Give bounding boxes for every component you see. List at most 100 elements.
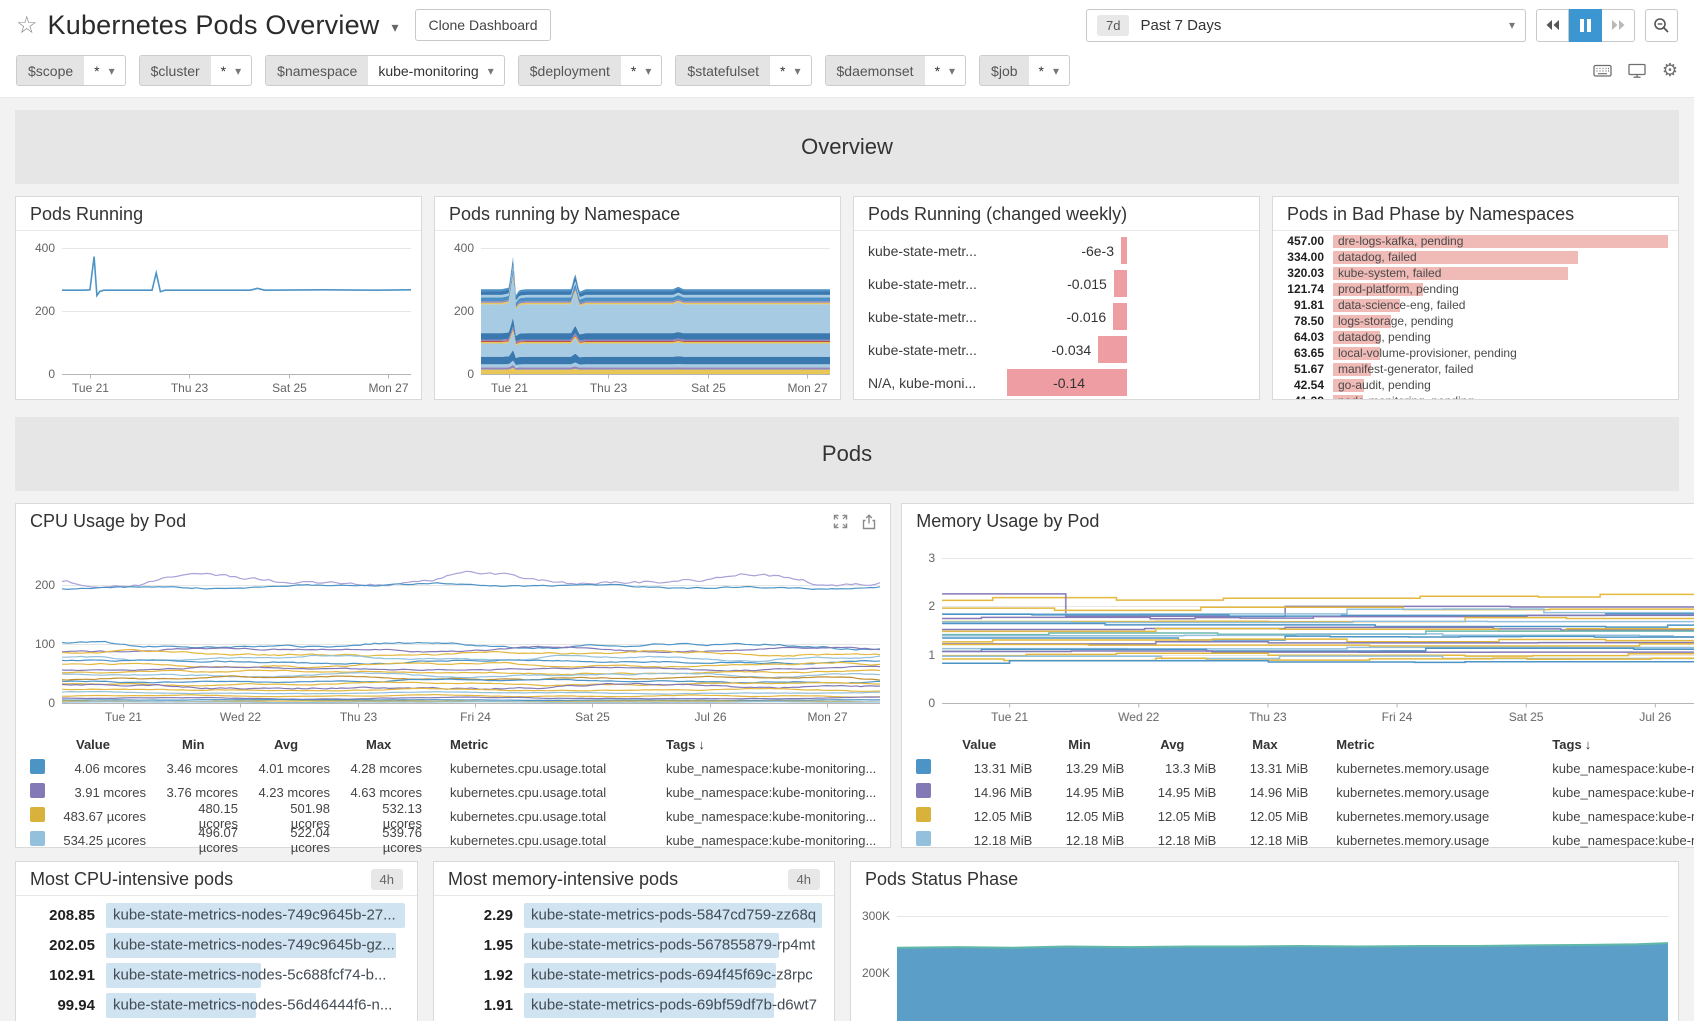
toplist-row[interactable]: kube-state-metr... -0.034 bbox=[854, 333, 1259, 366]
cell-max: 12.05 MiB bbox=[1232, 809, 1324, 824]
cell-avg: 14.95 MiB bbox=[1140, 785, 1232, 800]
series-swatch bbox=[916, 759, 931, 774]
clone-dashboard-button[interactable]: Clone Dashboard bbox=[415, 9, 552, 41]
cell-metric: kubernetes.cpu.usage.total bbox=[438, 785, 656, 800]
toplist-value: -0.015 bbox=[1067, 276, 1107, 292]
toplist-row[interactable]: 51.67manifest-generator, failed bbox=[1273, 361, 1678, 377]
favorite-star-icon[interactable]: ☆ bbox=[16, 11, 38, 40]
variable-value: * bbox=[221, 63, 226, 79]
fullscreen-button[interactable] bbox=[833, 514, 848, 530]
toplist-row[interactable]: 202.05kube-state-metrics-nodes-749c9645b… bbox=[16, 930, 417, 960]
toplist-row[interactable]: 1.95kube-state-metrics-pods-567855879-rp… bbox=[434, 930, 834, 960]
toplist-row[interactable]: 1.91kube-state-metrics-pods-69bf59df7b-d… bbox=[434, 990, 834, 1020]
cell-max: 13.31 MiB bbox=[1232, 761, 1324, 776]
table-row[interactable]: 3.91 mcores 3.76 mcores 4.23 mcores 4.63… bbox=[30, 780, 876, 804]
pod-name: kube-state-metrics-pods-694f45f69c-z8rpc bbox=[531, 967, 813, 984]
sort-desc-icon: ↓ bbox=[1585, 737, 1592, 752]
table-row[interactable]: 12.05 MiB 12.05 MiB 12.05 MiB 12.05 MiB … bbox=[916, 804, 1694, 828]
pause-button[interactable] bbox=[1569, 9, 1602, 42]
variable-job[interactable]: $job *▾ bbox=[979, 55, 1070, 86]
toplist-row[interactable]: 121.74prod-platform, pending bbox=[1273, 281, 1678, 297]
toplist-row[interactable]: 41.39node-monitoring, pending bbox=[1273, 393, 1678, 400]
pod-name: kube-state-metrics-nodes-56d46444f6-n... bbox=[113, 997, 392, 1014]
toplist-row[interactable]: 99.94kube-state-metrics-nodes-56d46444f6… bbox=[16, 990, 417, 1020]
cell-min: 496.07 µcores bbox=[162, 825, 254, 855]
variable-scope[interactable]: $scope *▾ bbox=[16, 55, 126, 86]
tv-mode-button[interactable] bbox=[1628, 63, 1646, 79]
toplist-value: 78.50 bbox=[1277, 314, 1333, 328]
toplist-row[interactable]: 2.29kube-state-metrics-pods-5847cd759-zz… bbox=[434, 900, 834, 930]
cpu-usage-chart[interactable] bbox=[16, 538, 890, 728]
toplist-label: kube-state-metr... bbox=[868, 342, 1007, 358]
time-forward-button[interactable] bbox=[1602, 9, 1635, 42]
pods-status-phase-chart[interactable] bbox=[851, 896, 1678, 1021]
variable-namespace[interactable]: $namespace kube-monitoring▾ bbox=[265, 55, 505, 86]
toplist-row[interactable]: 91.81data-science-eng, failed bbox=[1273, 297, 1678, 313]
toplist-row[interactable]: 63.65local-volume-provisioner, pending bbox=[1273, 345, 1678, 361]
variable-value: kube-monitoring bbox=[378, 63, 478, 79]
chevron-down-icon: ▾ bbox=[1053, 64, 1059, 78]
toplist-row[interactable]: 208.85kube-state-metrics-nodes-749c9645b… bbox=[16, 900, 417, 930]
toplist-label: prod-platform, pending bbox=[1338, 282, 1459, 296]
table-row[interactable]: 12.18 MiB 12.18 MiB 12.18 MiB 12.18 MiB … bbox=[916, 828, 1694, 852]
toplist-row[interactable]: kube-state-metr... -0.016 bbox=[854, 300, 1259, 333]
toplist-value: 64.03 bbox=[1277, 330, 1333, 344]
zoom-button[interactable] bbox=[1645, 9, 1678, 42]
toplist-value: 202.05 bbox=[22, 937, 106, 954]
pod-name: kube-state-metrics-pods-69bf59df7b-d6wt7 bbox=[531, 997, 817, 1014]
toplist-row[interactable]: 64.03datadog, pending bbox=[1273, 329, 1678, 345]
pod-name: kube-state-metrics-nodes-749c9645b-27... bbox=[113, 907, 396, 924]
toplist-value: -0.016 bbox=[1067, 309, 1107, 325]
toplist-value: -6e-3 bbox=[1081, 243, 1114, 259]
toplist-label: datadog, failed bbox=[1338, 250, 1417, 264]
table-row[interactable]: 13.31 MiB 13.29 MiB 13.3 MiB 13.31 MiB k… bbox=[916, 756, 1694, 780]
col-tags[interactable]: Tags bbox=[1552, 737, 1581, 752]
memory-legend-table: Value Min Avg Max Metric Tags↓ 13.31 MiB… bbox=[902, 728, 1694, 860]
toplist-value: 41.39 bbox=[1277, 394, 1333, 400]
settings-button[interactable]: ⚙ bbox=[1662, 60, 1678, 81]
table-row[interactable]: 4.06 mcores 3.46 mcores 4.01 mcores 4.28… bbox=[30, 756, 876, 780]
cell-max: 4.63 mcores bbox=[346, 785, 438, 800]
col-max: Max bbox=[346, 737, 438, 752]
table-row[interactable]: 534.25 µcores 496.07 µcores 522.04 µcore… bbox=[30, 828, 876, 852]
table-row[interactable]: 483.67 µcores 480.15 µcores 501.98 µcore… bbox=[30, 804, 876, 828]
negative-bar bbox=[1121, 237, 1127, 264]
memory-usage-chart[interactable] bbox=[902, 538, 1694, 728]
timeframe-badge: 4h bbox=[371, 869, 403, 890]
toplist-row[interactable]: kube-state-metr... -6e-3 bbox=[854, 234, 1259, 267]
toplist-row[interactable]: N/A, kube-moni... -0.14 bbox=[854, 366, 1259, 399]
toplist-label: kube-state-metr... bbox=[868, 276, 1007, 292]
export-button[interactable] bbox=[862, 514, 876, 530]
title-chevron-down-icon[interactable]: ▾ bbox=[391, 19, 398, 36]
variable-cluster[interactable]: $cluster *▾ bbox=[139, 55, 253, 86]
negative-bar bbox=[1098, 336, 1127, 363]
variable-deployment[interactable]: $deployment *▾ bbox=[518, 55, 663, 86]
table-row[interactable]: 14.96 MiB 14.95 MiB 14.95 MiB 14.96 MiB … bbox=[916, 780, 1694, 804]
toplist-row[interactable]: kube-state-metr... -0.015 bbox=[854, 267, 1259, 300]
toplist-row[interactable]: 457.00dre-logs-kafka, pending bbox=[1273, 233, 1678, 249]
cell-min: 12.05 MiB bbox=[1048, 809, 1140, 824]
col-tags[interactable]: Tags bbox=[666, 737, 695, 752]
panel-title: Pods Running bbox=[30, 204, 143, 225]
col-value: Value bbox=[56, 737, 162, 752]
variable-daemonset[interactable]: $daemonset *▾ bbox=[825, 55, 967, 86]
toplist-row[interactable]: 334.00datadog, failed bbox=[1273, 249, 1678, 265]
variable-statefulset[interactable]: $statefulset *▾ bbox=[675, 55, 811, 86]
negative-bar bbox=[1114, 270, 1127, 297]
panel-title: Pods in Bad Phase by Namespaces bbox=[1287, 204, 1574, 225]
cell-tags: kube_namespace:kube-monitoring... bbox=[656, 761, 876, 776]
keyboard-shortcuts-button[interactable] bbox=[1593, 63, 1612, 78]
panel-most-cpu: Most CPU-intensive pods 4h 208.85kube-st… bbox=[15, 861, 418, 1021]
toplist-row[interactable]: 42.54go-audit, pending bbox=[1273, 377, 1678, 393]
section-pods: Pods bbox=[15, 417, 1679, 491]
time-range-picker[interactable]: 7d Past 7 Days ▾ bbox=[1086, 9, 1526, 42]
col-metric: Metric bbox=[1324, 737, 1542, 752]
toplist-row[interactable]: 102.91kube-state-metrics-nodes-5c688fcf7… bbox=[16, 960, 417, 990]
toplist-row[interactable]: 78.50logs-storage, pending bbox=[1273, 313, 1678, 329]
pods-by-namespace-chart[interactable] bbox=[435, 231, 840, 399]
pods-running-chart[interactable] bbox=[16, 231, 421, 399]
toplist-value: 2.29 bbox=[440, 907, 524, 924]
toplist-row[interactable]: 320.03kube-system, failed bbox=[1273, 265, 1678, 281]
toplist-row[interactable]: 1.92kube-state-metrics-pods-694f45f69c-z… bbox=[434, 960, 834, 990]
time-backward-button[interactable] bbox=[1536, 9, 1569, 42]
